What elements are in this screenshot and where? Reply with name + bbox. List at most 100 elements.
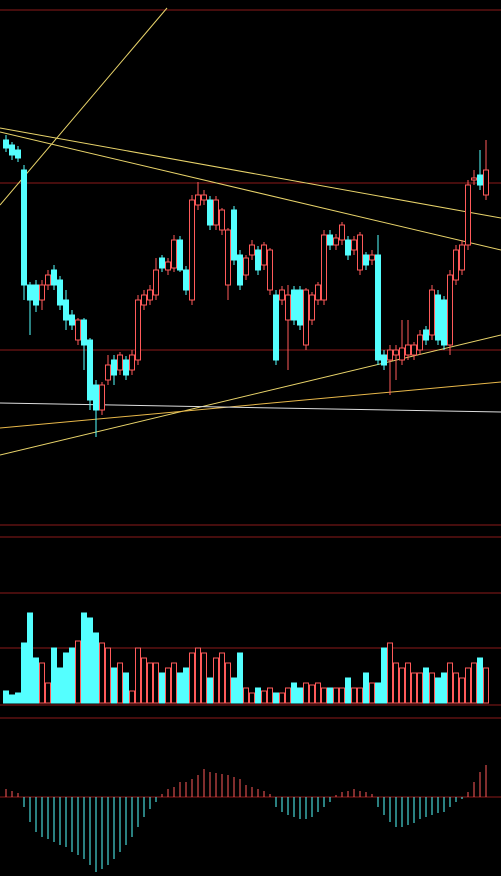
trend-line xyxy=(0,334,501,456)
volume-bar xyxy=(471,662,477,704)
candle-body xyxy=(141,294,147,306)
candle-body xyxy=(423,329,429,341)
volume-bar xyxy=(201,652,207,704)
volume-bar xyxy=(267,687,273,704)
candle-body xyxy=(363,254,369,266)
volume-bar xyxy=(51,647,57,704)
volume-bar xyxy=(129,690,135,704)
volume-bar xyxy=(123,672,129,704)
candle-body xyxy=(261,244,267,266)
candle-body xyxy=(399,347,405,361)
volume-bar xyxy=(81,612,87,704)
volume-bar xyxy=(231,677,237,704)
volume-bar xyxy=(147,662,153,704)
volume-bar xyxy=(189,652,195,704)
volume-bar xyxy=(45,682,51,704)
candle-body xyxy=(357,234,363,271)
volume-bar xyxy=(15,692,21,704)
candle-body xyxy=(39,284,45,301)
candle-body xyxy=(237,254,243,286)
trend-line xyxy=(0,402,501,413)
candle-body xyxy=(279,289,285,301)
candle-body xyxy=(15,149,21,159)
volume-bar xyxy=(453,672,459,704)
candle-body xyxy=(369,254,375,261)
volume-bar xyxy=(39,662,45,704)
candle-body xyxy=(417,334,423,351)
volume-bar xyxy=(57,667,63,704)
volume-bar xyxy=(369,682,375,704)
volume-bar xyxy=(63,652,69,704)
candle-body xyxy=(81,319,87,346)
volume-bar xyxy=(465,667,471,704)
candle-body xyxy=(33,284,39,306)
candle-body xyxy=(243,257,249,276)
volume-bar xyxy=(387,642,393,704)
candle-body xyxy=(297,289,303,326)
candle-body xyxy=(117,354,123,371)
candle-body xyxy=(333,237,339,246)
candle-body xyxy=(135,299,141,361)
volume-bar xyxy=(399,667,405,704)
volume-bar xyxy=(75,640,81,704)
candle-body xyxy=(441,299,447,346)
volume-bar xyxy=(255,687,261,704)
volume-bar xyxy=(345,677,351,704)
volume-bar xyxy=(333,687,339,704)
volume-bar xyxy=(393,662,399,704)
volume-bar xyxy=(183,667,189,704)
candle-body xyxy=(153,269,159,296)
volume-bar xyxy=(297,687,303,704)
volume-bar xyxy=(105,647,111,704)
volume-bar xyxy=(249,692,255,704)
candle-body xyxy=(183,269,189,291)
volume-bar xyxy=(375,682,381,704)
candle-body xyxy=(171,239,177,269)
volume-bar xyxy=(405,662,411,704)
candle-body xyxy=(9,144,15,156)
candle-body xyxy=(387,349,393,361)
candle-body xyxy=(189,199,195,301)
volume-bar xyxy=(435,677,441,704)
candle-body xyxy=(147,289,153,301)
volume-bar xyxy=(213,657,219,704)
candle-body xyxy=(255,249,261,271)
volume-bar xyxy=(99,642,105,704)
volume-bar xyxy=(315,682,321,704)
volume-bar xyxy=(279,692,285,704)
candle-body xyxy=(105,364,111,381)
candle-body xyxy=(111,359,117,376)
candle-body xyxy=(393,349,399,356)
candle-body xyxy=(213,199,219,226)
volume-bar xyxy=(177,672,183,704)
candle-body xyxy=(231,209,237,261)
candle-body xyxy=(483,169,489,196)
candle-body xyxy=(381,354,387,366)
candle-body xyxy=(477,174,483,186)
volume-bar xyxy=(339,687,345,704)
volume-bar xyxy=(423,667,429,704)
candle-body xyxy=(45,274,51,286)
volume-bar xyxy=(303,682,309,704)
volume-bar xyxy=(483,667,489,704)
volume-bar xyxy=(327,687,333,704)
volume-bar xyxy=(285,687,291,704)
volume-bar xyxy=(411,672,417,704)
volume-bar xyxy=(381,647,387,704)
trend-line xyxy=(0,127,501,219)
volume-bar xyxy=(459,677,465,704)
volume-bar xyxy=(237,652,243,704)
volume-bar xyxy=(159,672,165,704)
candle-body xyxy=(57,279,63,306)
candle-body xyxy=(51,269,57,286)
candle-body xyxy=(219,209,225,231)
candle-body xyxy=(177,239,183,271)
volume-bar xyxy=(33,657,39,704)
candle-body xyxy=(459,244,465,271)
trend-line xyxy=(0,381,501,429)
candle-body xyxy=(321,234,327,301)
candle-body xyxy=(69,314,75,326)
candle-body xyxy=(201,194,207,201)
volume-bar xyxy=(477,657,483,704)
